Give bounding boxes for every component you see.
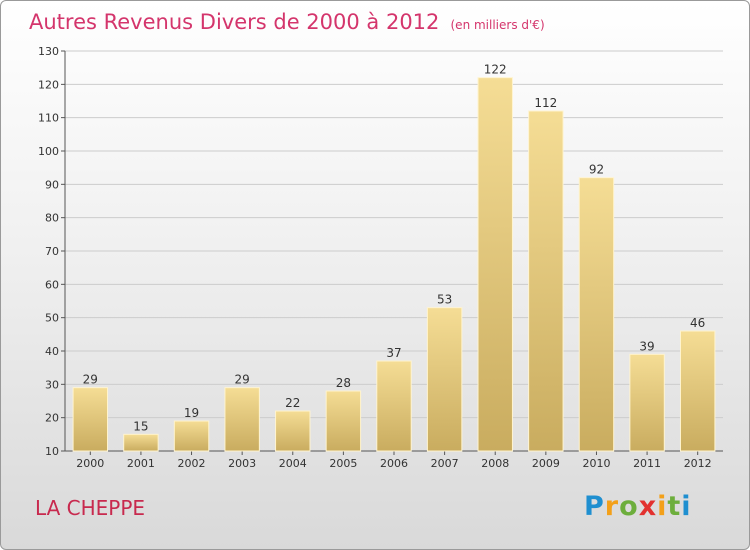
- y-tick-label: 30: [45, 378, 59, 391]
- x-tick-label: 2001: [127, 457, 155, 470]
- bar-2010: [578, 177, 615, 452]
- bar-2012: [679, 330, 716, 452]
- y-tick-label: 50: [45, 312, 59, 325]
- x-tick-label: 2006: [380, 457, 408, 470]
- data-label: 122: [484, 63, 507, 77]
- data-label: 29: [83, 373, 98, 387]
- y-tick-label: 110: [38, 112, 59, 125]
- bar-2011: [629, 353, 665, 452]
- data-label: 46: [690, 316, 705, 330]
- y-tick-label: 10: [45, 445, 59, 458]
- y-tick-label: 40: [45, 345, 59, 358]
- bars: [72, 77, 716, 452]
- bar-2004: [275, 410, 311, 452]
- y-tick-label: 70: [45, 245, 59, 258]
- y-tick-label: 120: [38, 78, 59, 91]
- data-label: 22: [285, 396, 300, 410]
- data-label: 15: [133, 419, 148, 433]
- bar-2000: [72, 387, 109, 452]
- data-label: 92: [589, 163, 604, 177]
- x-tick-label: 2011: [633, 457, 661, 470]
- bar-2003: [224, 387, 260, 452]
- x-tick-label: 2000: [76, 457, 104, 470]
- y-tick-label: 60: [45, 278, 59, 291]
- bar-2001: [123, 433, 159, 452]
- data-label: 37: [386, 346, 401, 360]
- y-tick-label: 100: [38, 145, 59, 158]
- data-label: 29: [235, 373, 250, 387]
- data-label: 53: [437, 293, 452, 307]
- bar-2005: [325, 390, 362, 452]
- x-tick-label: 2007: [431, 457, 459, 470]
- x-tick-label: 2012: [684, 457, 712, 470]
- chart-title: Autres Revenus Divers de 2000 à 2012: [29, 10, 440, 34]
- bar-2006: [376, 360, 412, 452]
- y-tick-label: 80: [45, 212, 59, 225]
- bar-2007: [426, 307, 463, 452]
- x-tick-label: 2010: [582, 457, 610, 470]
- y-tick-label: 90: [45, 178, 59, 191]
- labels: 2000 29 2001 15 2002 19 2003 29 2004 22 2005 28 2006…: [76, 63, 711, 470]
- data-label: 112: [534, 96, 557, 110]
- bar-2002: [173, 420, 210, 452]
- x-tick-label: 2004: [279, 457, 307, 470]
- x-tick-label: 2003: [228, 457, 256, 470]
- x-tick-label: 2002: [178, 457, 206, 470]
- bar-2009: [528, 110, 564, 452]
- data-label: 28: [336, 376, 351, 390]
- y-tick-label: 20: [45, 412, 59, 425]
- data-label: 19: [184, 406, 199, 420]
- x-tick-label: 2008: [481, 457, 509, 470]
- data-label: 39: [639, 339, 654, 353]
- bar-2008: [477, 77, 513, 452]
- chart-subtitle: (en milliers d'€): [450, 18, 545, 32]
- chart-header: Autres Revenus Divers de 2000 à 2012 (en…: [29, 10, 545, 34]
- x-tick-label: 2005: [329, 457, 357, 470]
- proxiti-logo[interactable]: Proxiti: [584, 491, 692, 522]
- y-tick-label: 130: [38, 45, 59, 58]
- place-name: LA CHEPPE: [35, 496, 146, 520]
- x-tick-label: 2009: [532, 457, 560, 470]
